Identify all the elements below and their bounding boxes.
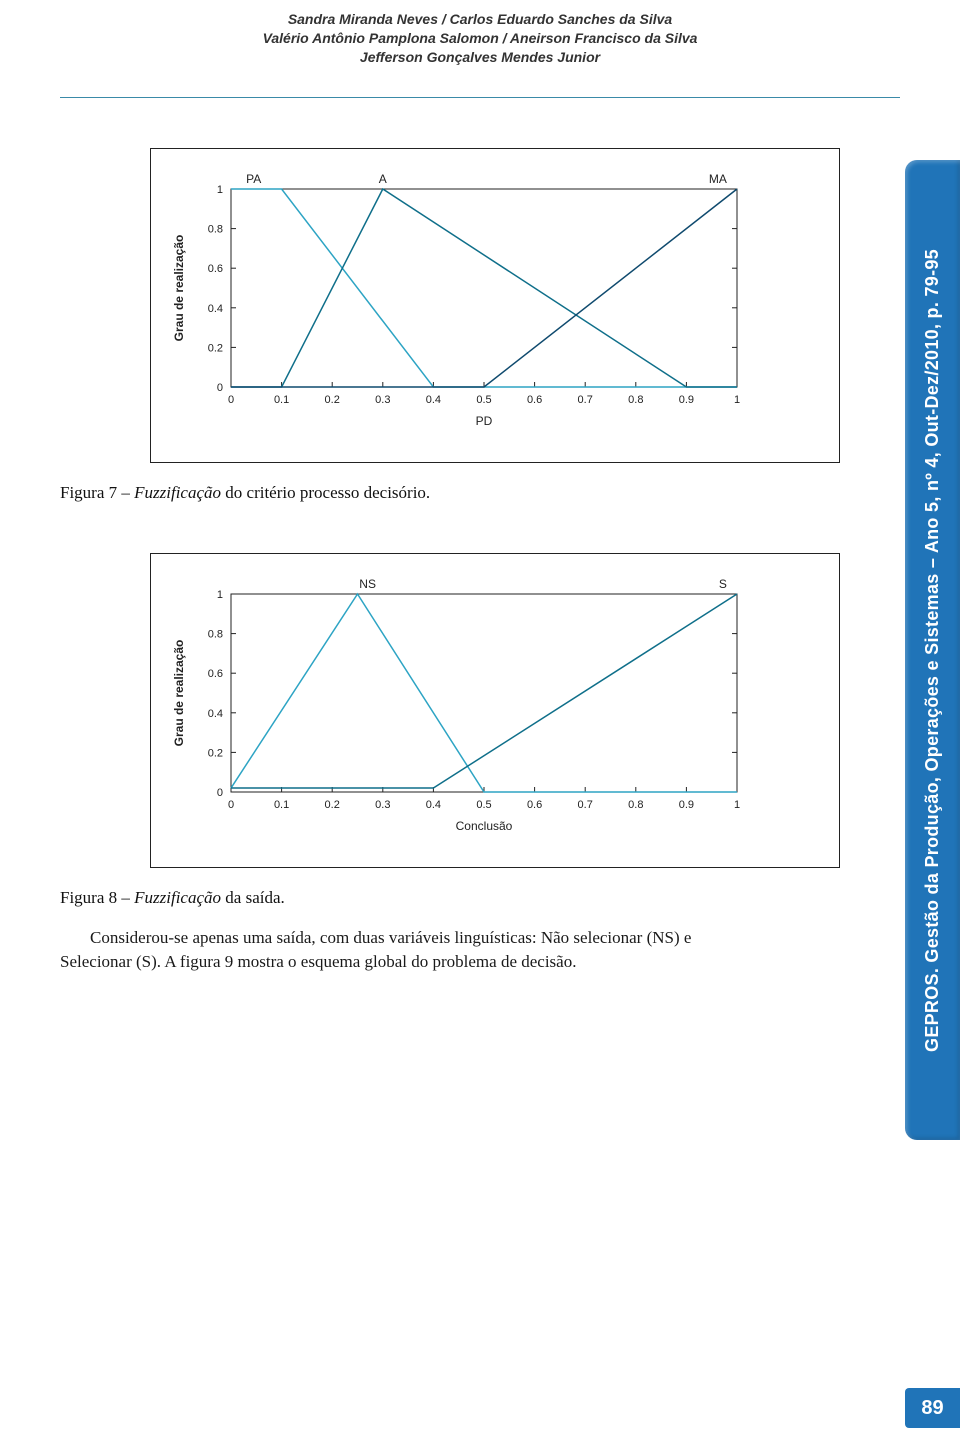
author-line: Valério Antônio Pamplona Salomon / Aneir… bbox=[60, 29, 900, 48]
svg-text:0.3: 0.3 bbox=[375, 394, 390, 406]
page-number: 89 bbox=[921, 1397, 943, 1420]
figure7-chart: 0 0.1 0.2 0.3 0.4 0.5 0.6 0.7 0.8 0.9 1 0 0.2 0.4 0.6 0… bbox=[150, 148, 840, 463]
svg-text:0.2: 0.2 bbox=[325, 394, 340, 406]
svg-text:0: 0 bbox=[228, 394, 234, 406]
svg-text:0: 0 bbox=[228, 799, 234, 811]
svg-text:0.8: 0.8 bbox=[208, 223, 223, 235]
svg-text:0.6: 0.6 bbox=[527, 394, 542, 406]
caption-italic: Fuzzificação bbox=[134, 888, 221, 907]
svg-text:0.8: 0.8 bbox=[628, 394, 643, 406]
svg-text:0.8: 0.8 bbox=[628, 799, 643, 811]
svg-text:PA: PA bbox=[246, 172, 261, 186]
svg-text:0.4: 0.4 bbox=[426, 394, 441, 406]
svg-text:0: 0 bbox=[217, 382, 223, 394]
svg-text:0.6: 0.6 bbox=[527, 799, 542, 811]
svg-text:0.3: 0.3 bbox=[375, 799, 390, 811]
caption-rest: do critério processo decisório. bbox=[221, 483, 430, 502]
svg-text:0.2: 0.2 bbox=[208, 747, 223, 759]
caption-lead: Figura 7 – bbox=[60, 483, 134, 502]
svg-text:0.1: 0.1 bbox=[274, 394, 289, 406]
svg-text:0.5: 0.5 bbox=[476, 394, 491, 406]
chart-svg: 0 0.1 0.2 0.3 0.4 0.5 0.6 0.7 0.8 0.9 1 0 0.2 0.4 0.6 0… bbox=[161, 572, 761, 852]
svg-text:Conclusão: Conclusão bbox=[456, 819, 513, 833]
author-line: Sandra Miranda Neves / Carlos Eduardo Sa… bbox=[60, 10, 900, 29]
svg-text:0: 0 bbox=[217, 787, 223, 799]
svg-text:A: A bbox=[379, 172, 387, 186]
author-line: Jefferson Gonçalves Mendes Junior bbox=[60, 48, 900, 67]
svg-text:0.2: 0.2 bbox=[325, 799, 340, 811]
svg-text:1: 1 bbox=[734, 394, 740, 406]
svg-text:PD: PD bbox=[476, 414, 493, 428]
svg-text:0.4: 0.4 bbox=[208, 302, 223, 314]
header-rule bbox=[60, 97, 900, 98]
svg-text:S: S bbox=[719, 577, 727, 591]
svg-text:0.6: 0.6 bbox=[208, 263, 223, 275]
svg-text:0.7: 0.7 bbox=[578, 799, 593, 811]
svg-text:0.2: 0.2 bbox=[208, 342, 223, 354]
figure8-chart: 0 0.1 0.2 0.3 0.4 0.5 0.6 0.7 0.8 0.9 1 0 0.2 0.4 0.6 0… bbox=[150, 553, 840, 868]
figure7-caption: Figura 7 – Fuzzificação do critério proc… bbox=[60, 483, 900, 503]
svg-text:Grau de realização: Grau de realização bbox=[172, 234, 186, 341]
svg-text:1: 1 bbox=[217, 589, 223, 601]
svg-text:0.1: 0.1 bbox=[274, 799, 289, 811]
journal-sidebar-tab: GEPROS. Gestão da Produção, Operações e … bbox=[905, 160, 960, 1140]
svg-text:1: 1 bbox=[217, 184, 223, 196]
svg-text:NS: NS bbox=[359, 577, 376, 591]
journal-sidebar-text: GEPROS. Gestão da Produção, Operações e … bbox=[922, 249, 943, 1052]
svg-text:Grau de realização: Grau de realização bbox=[172, 639, 186, 746]
svg-text:0.4: 0.4 bbox=[208, 707, 223, 719]
svg-text:0.6: 0.6 bbox=[208, 668, 223, 680]
svg-text:1: 1 bbox=[734, 799, 740, 811]
svg-text:MA: MA bbox=[709, 172, 727, 186]
svg-text:0.8: 0.8 bbox=[208, 628, 223, 640]
chart-svg: 0 0.1 0.2 0.3 0.4 0.5 0.6 0.7 0.8 0.9 1 0 0.2 0.4 0.6 0… bbox=[161, 167, 761, 447]
body-paragraph: Considerou-se apenas uma saída, com duas… bbox=[60, 926, 750, 975]
figure8-caption: Figura 8 – Fuzzificação da saída. bbox=[60, 888, 900, 908]
caption-rest: da saída. bbox=[221, 888, 285, 907]
caption-lead: Figura 8 – bbox=[60, 888, 134, 907]
svg-text:0.9: 0.9 bbox=[679, 394, 694, 406]
author-block: Sandra Miranda Neves / Carlos Eduardo Sa… bbox=[60, 10, 900, 67]
page-number-badge: 89 bbox=[905, 1388, 960, 1428]
caption-italic: Fuzzificação bbox=[134, 483, 221, 502]
svg-text:0.9: 0.9 bbox=[679, 799, 694, 811]
svg-text:0.4: 0.4 bbox=[426, 799, 441, 811]
svg-text:0.5: 0.5 bbox=[476, 799, 491, 811]
svg-text:0.7: 0.7 bbox=[578, 394, 593, 406]
